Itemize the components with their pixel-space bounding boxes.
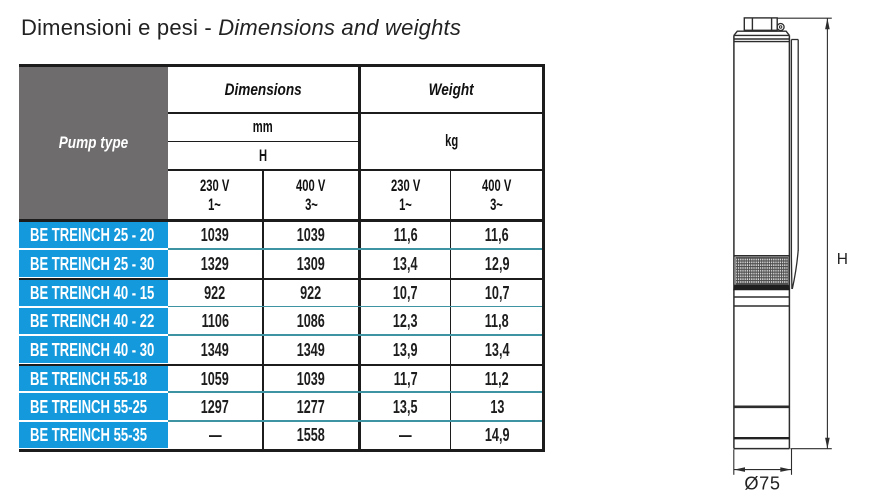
svg-text:Ø75: Ø75 [744, 473, 780, 493]
svg-text:H: H [837, 251, 848, 268]
